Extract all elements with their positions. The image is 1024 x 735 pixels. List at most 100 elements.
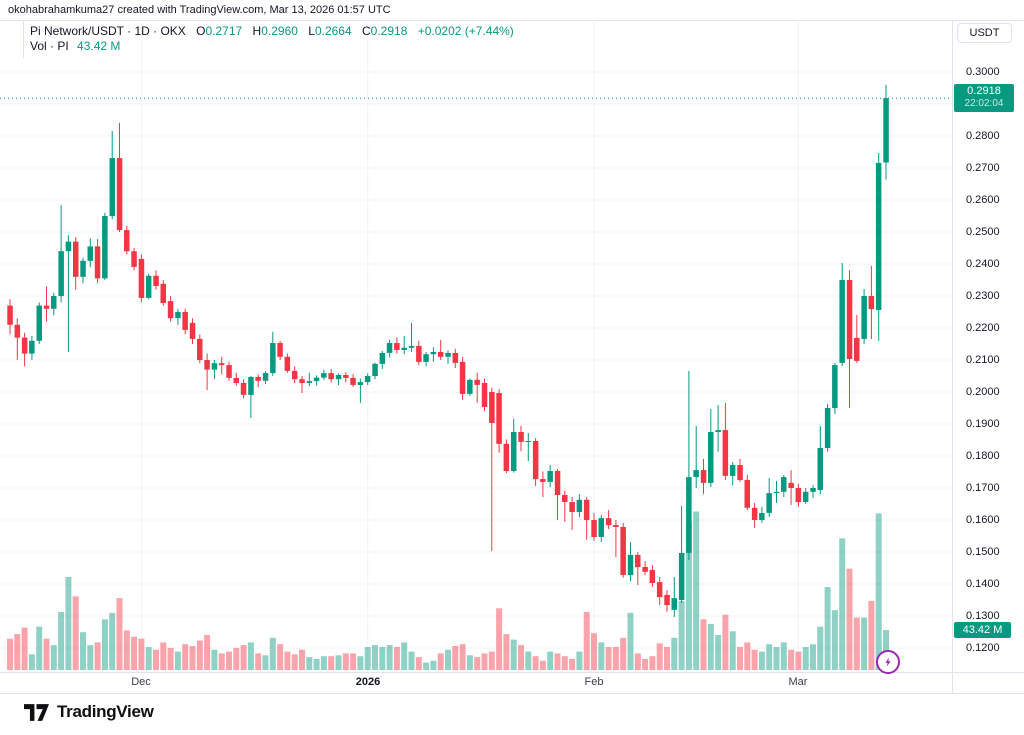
candle-body: [583, 499, 590, 520]
candle-body: [467, 379, 473, 394]
volume-bar: [802, 647, 809, 670]
candle-body: [226, 365, 232, 378]
volume-bar: [824, 587, 831, 670]
price-tick-label: 0.2400: [966, 258, 1000, 270]
candle-body: [65, 241, 72, 252]
volume-bar: [160, 642, 167, 670]
volume-bar: [598, 642, 605, 670]
volume-bar: [357, 656, 364, 670]
volume-bar: [36, 626, 43, 670]
time-axis-bottom-border: [0, 693, 1024, 694]
volume-bar: [211, 649, 218, 670]
volume-bar: [466, 655, 473, 670]
candle-body: [802, 491, 809, 502]
time-axis[interactable]: Dec 2026 Feb Mar: [0, 673, 952, 693]
candle-body: [218, 363, 225, 366]
tradingview-logo[interactable]: TradingView: [24, 702, 154, 722]
volume-bar: [445, 649, 451, 670]
candle-body: [729, 465, 736, 476]
candle-body: [7, 305, 13, 325]
volume-bar: [50, 645, 57, 670]
volume-bar: [189, 646, 196, 670]
price-axis[interactable]: 0.3000 0.2800 0.2700 0.2600 0.2500 0.2400 0.23…: [953, 20, 1024, 672]
candle-body: [868, 296, 875, 310]
volume-bar: [627, 612, 634, 670]
candle-body: [854, 337, 860, 361]
open-value: 0.2717: [205, 24, 243, 38]
volume-bar: [386, 645, 393, 670]
candle-body: [759, 513, 765, 520]
candle-body: [240, 383, 247, 395]
symbol-title[interactable]: Pi Network/USDT · 1D · OKX: [30, 24, 186, 38]
flash-action-button[interactable]: [876, 650, 900, 674]
volume-legend-row[interactable]: Vol · PI 43.42 M: [30, 39, 514, 54]
candle-body: [423, 354, 429, 362]
change-value: +0.0202 (+7.44%): [417, 24, 514, 38]
volume-bar: [583, 612, 590, 670]
candle-body: [737, 465, 743, 480]
volume-bar: [678, 600, 685, 670]
candle-body: [744, 480, 750, 508]
candle-body: [73, 241, 79, 277]
volume-bar: [576, 651, 583, 670]
candle-body: [58, 251, 64, 296]
price-tick-label: 0.1600: [966, 514, 1000, 526]
volume-bar: [408, 651, 415, 670]
candle-body: [700, 470, 707, 483]
volume-bar: [547, 651, 554, 670]
volume-bar: [766, 644, 773, 670]
candle-body: [255, 377, 261, 381]
volume-bar: [817, 626, 824, 670]
chart-legend: Pi Network/USDT · 1D · OKX O0.2717 H0.29…: [30, 24, 514, 54]
close-label: C: [362, 24, 371, 38]
price-tick-label: 0.2700: [966, 162, 1000, 174]
candle-body: [540, 479, 546, 482]
time-tick-label: Feb: [584, 676, 604, 688]
volume-bar: [299, 649, 305, 670]
volume-bar: [313, 658, 320, 670]
volume-bar: [591, 633, 597, 670]
price-tick-label: 0.2800: [966, 130, 1000, 142]
volume-label: Vol · PI: [30, 39, 69, 53]
volume-bar: [729, 631, 736, 670]
candle-body: [452, 353, 459, 363]
volume-bar: [87, 645, 94, 670]
volume-bar: [642, 658, 649, 670]
candle-body: [532, 441, 539, 480]
candle-body: [576, 499, 583, 512]
candle-body: [80, 260, 86, 277]
candle-body: [635, 554, 641, 568]
candle-body: [693, 470, 699, 478]
candle-body: [21, 337, 28, 354]
candle-body: [167, 301, 174, 319]
volume-bar: [328, 656, 335, 670]
candle-body: [175, 312, 181, 319]
candle-body: [299, 379, 305, 383]
volume-bar: [218, 653, 225, 670]
candle-body: [562, 495, 568, 502]
volume-bar: [707, 623, 714, 670]
volume-bar: [496, 608, 503, 670]
volume-bar: [101, 619, 108, 670]
volume-bar: [430, 660, 437, 670]
volume-bar: [569, 658, 576, 670]
candle-body: [102, 216, 108, 279]
volume-bar: [269, 637, 276, 670]
high-value: 0.2960: [261, 24, 298, 38]
volume-bar: [350, 653, 357, 670]
volume-bar: [153, 649, 159, 670]
volume-bar: [364, 647, 371, 670]
candle-body: [445, 353, 451, 357]
volume-bar: [196, 640, 203, 670]
candle-body: [511, 432, 517, 471]
candle-body: [503, 443, 510, 471]
currency-button[interactable]: USDT: [957, 23, 1012, 43]
bar-countdown: 22:02:04: [964, 98, 1004, 109]
time-tick-label: Dec: [131, 676, 151, 688]
symbol-legend-row[interactable]: Pi Network/USDT · 1D · OKX O0.2717 H0.29…: [30, 24, 514, 39]
candle-body: [328, 373, 334, 380]
volume-bar: [437, 653, 444, 670]
volume-bar: [525, 651, 532, 670]
candle-body: [795, 488, 802, 503]
